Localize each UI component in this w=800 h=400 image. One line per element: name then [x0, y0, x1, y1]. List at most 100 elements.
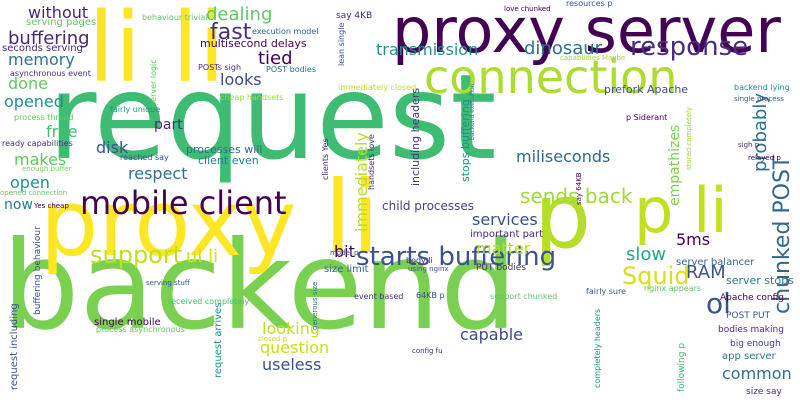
word-post-put: POST PUT [726, 311, 771, 321]
word-sigh-p: sigh p [738, 141, 760, 149]
word-resources-p: resources p [566, 0, 613, 8]
word-server-stops: server stops [726, 274, 794, 287]
word-p-siderant: p Siderant [626, 113, 668, 122]
word-buffering: buffering [8, 28, 90, 49]
word-p-li: p li [634, 174, 728, 247]
word-connection: connection [424, 50, 678, 104]
word-matter: matter [476, 239, 531, 258]
word-without: without [28, 3, 89, 22]
word-buffering-behaviour: buffering behaviour [33, 226, 43, 315]
word-capabilities-maybe: capabilities Maybe [560, 54, 626, 62]
word-disk: disk [96, 138, 129, 157]
word-say-64kb: say 64KB [575, 172, 583, 205]
word-transmission: transmission [376, 40, 479, 59]
word-squid: Squid [622, 262, 690, 290]
word-behaviour-trivial: behaviour trivial [142, 13, 208, 22]
word-ol: ol [706, 287, 731, 320]
word-clients-yes: clients Yes [321, 138, 330, 180]
word-useless: useless [262, 355, 322, 374]
word-serving-pages: serving pages [26, 17, 97, 28]
word-sends-back: sends back [520, 184, 633, 208]
word-starts-buffering: starts buffering [356, 242, 557, 272]
word-makes: makes [14, 150, 67, 169]
word-posts-sigh: POSTs sigh [198, 63, 242, 72]
word-open: open [10, 173, 50, 192]
word-single-process: single process [734, 95, 784, 103]
word-ul-li: ul li [186, 246, 219, 267]
word-support: support [90, 241, 183, 269]
word-yes-cheap: Yes cheap [34, 202, 69, 210]
word-fairly-sure: fairly sure [586, 287, 627, 296]
word-looking: looking [262, 319, 321, 338]
word-question: question [260, 338, 330, 357]
word-multisecond-delays: multisecond delays [200, 37, 307, 50]
word-processes-will: processes will [186, 143, 263, 156]
word-including-headers: including headers [409, 87, 422, 186]
word-prefork-apache: prefork Apache [604, 83, 689, 96]
word-support-chunked: support chunked [490, 292, 558, 301]
word-li: li [324, 159, 380, 276]
word-free: free [46, 122, 78, 141]
word-process-asynchronous: process asynchronous [96, 325, 185, 334]
word-received-completely: received completely [168, 297, 250, 306]
word-services: services [472, 210, 538, 229]
word-generous-size: generous size [311, 281, 319, 330]
word-now: now [4, 197, 33, 213]
word-tied: tied [258, 48, 293, 69]
word-size-say: size say [746, 387, 782, 397]
word-backend-execution: backend execution [469, 83, 476, 141]
word-asynchronous-event: asynchronous event [10, 69, 91, 78]
word-handsets-love: handsets love [367, 134, 376, 190]
word-ram: RAM [686, 262, 726, 283]
word-serving-stuff: serving stuff [146, 279, 190, 287]
word-cheap-handsets: cheap handsets [220, 93, 284, 102]
word-important-part: important part [470, 229, 544, 240]
word-big-enough: big enough [730, 339, 781, 349]
word-backend-lying: backend lying [734, 83, 790, 92]
word-model-p: model p [330, 249, 359, 257]
word-put-bodies: PUT bodies [476, 263, 527, 273]
word-request-arrives: request arrives [213, 302, 224, 378]
word-size-limit: size limit [324, 264, 369, 275]
word-request-including: request including [9, 303, 20, 390]
word-apache-config: Apache config [720, 293, 784, 303]
word-immediately-closed: immediately closed [338, 83, 417, 92]
word-dealing: dealing [206, 4, 273, 25]
word-memory: memory [8, 50, 75, 69]
word-dinosaur: dinosaur [524, 38, 603, 59]
word-empathizes: empathizes [667, 124, 683, 206]
word-body-li: body li [406, 256, 433, 265]
word-using-nginx: using nginx [408, 265, 449, 273]
word-common: common [722, 364, 792, 383]
word-response: response [630, 32, 749, 62]
word-done: done [8, 74, 48, 93]
word-app-server: app server [722, 351, 776, 362]
word-seconds-serving: seconds serving [2, 43, 83, 54]
word-relayed-p: relayed p [748, 154, 781, 162]
word-5ms: 5ms [676, 230, 711, 249]
word-bit: bit [334, 242, 355, 261]
word-config-fu: config fu [412, 347, 443, 355]
word-completely-headers: completely headers [593, 308, 602, 388]
word-slow: slow [626, 244, 667, 265]
word-opened: opened [4, 92, 64, 111]
word-nginx-appears: nginx appears [644, 284, 702, 293]
word-reached-say: reached say [120, 153, 169, 162]
word-say-4kb: say 4KB [336, 11, 373, 21]
word-chunked-post: chunked POST [770, 155, 795, 314]
word-proxy: proxy [40, 170, 297, 277]
word-server-logic: server logic [149, 59, 158, 106]
word-p: p [534, 164, 592, 269]
word-love-chunked: love chunked [504, 5, 551, 13]
word-backend: backend [2, 215, 518, 357]
word-following-p: following p [677, 342, 687, 392]
word-fairly-unique: fairly unique [110, 105, 161, 114]
word-single-mobile: single mobile [94, 317, 161, 328]
word-li-li: li li [88, 0, 226, 104]
word-mobile-client: mobile client [80, 184, 287, 222]
word-event-based: event based [354, 292, 404, 301]
word-child-processes: child processes [382, 199, 475, 213]
word-post-bodies: POST bodies [266, 65, 316, 74]
word-closed-p: closed p [258, 335, 288, 343]
